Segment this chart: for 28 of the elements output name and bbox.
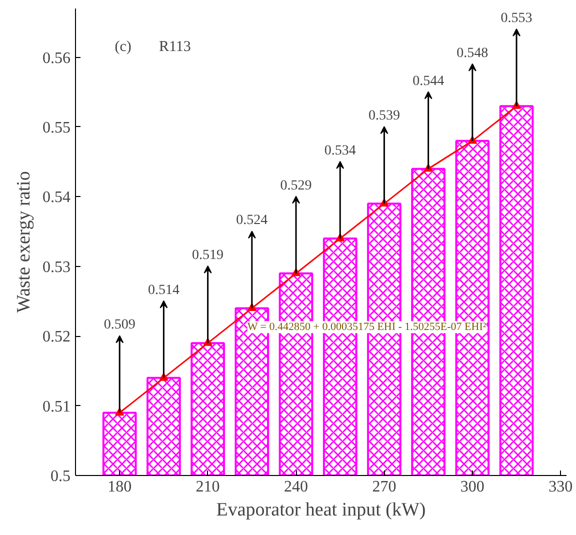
y-tick-label: 0.51 [42,398,70,416]
data-label: 0.553 [500,11,532,26]
x-tick-label: 180 [108,478,132,496]
y-axis-title: Waste exergy ratio [14,171,34,313]
y-tick-label: 0.53 [42,258,70,276]
data-label: 0.539 [368,108,400,124]
data-label: 0.534 [324,143,356,158]
x-axis-title: Evaporator heat input (kW) [216,500,426,520]
annotation: W = 0.442850 + 0.00035175 EHI - 1.50255E-07 EHI² [247,321,487,334]
data-label: 0.519 [192,248,224,264]
x-tick-label: 210 [196,478,220,496]
y-tick-label: 0.56 [42,50,70,67]
y-tick-label: 0.52 [42,328,70,346]
data-label: 0.509 [104,318,136,333]
data-label: 0.544 [412,74,444,89]
y-tick-label: 0.55 [42,119,70,136]
x-tick-label: 300 [460,478,484,496]
data-label: 0.529 [280,178,312,194]
x-tick-label: 270 [372,478,396,496]
annotation: R113 [158,39,191,56]
x-tick-label: 330 [548,478,573,496]
y-tick-label: 0.5 [50,468,70,485]
y-tick-label: 0.54 [42,189,70,206]
annotation: (c) [114,39,132,56]
x-tick-label: 240 [284,478,308,496]
data-label: 0.524 [236,213,268,228]
data-label: 0.514 [148,282,180,298]
data-label: 0.548 [456,46,488,61]
